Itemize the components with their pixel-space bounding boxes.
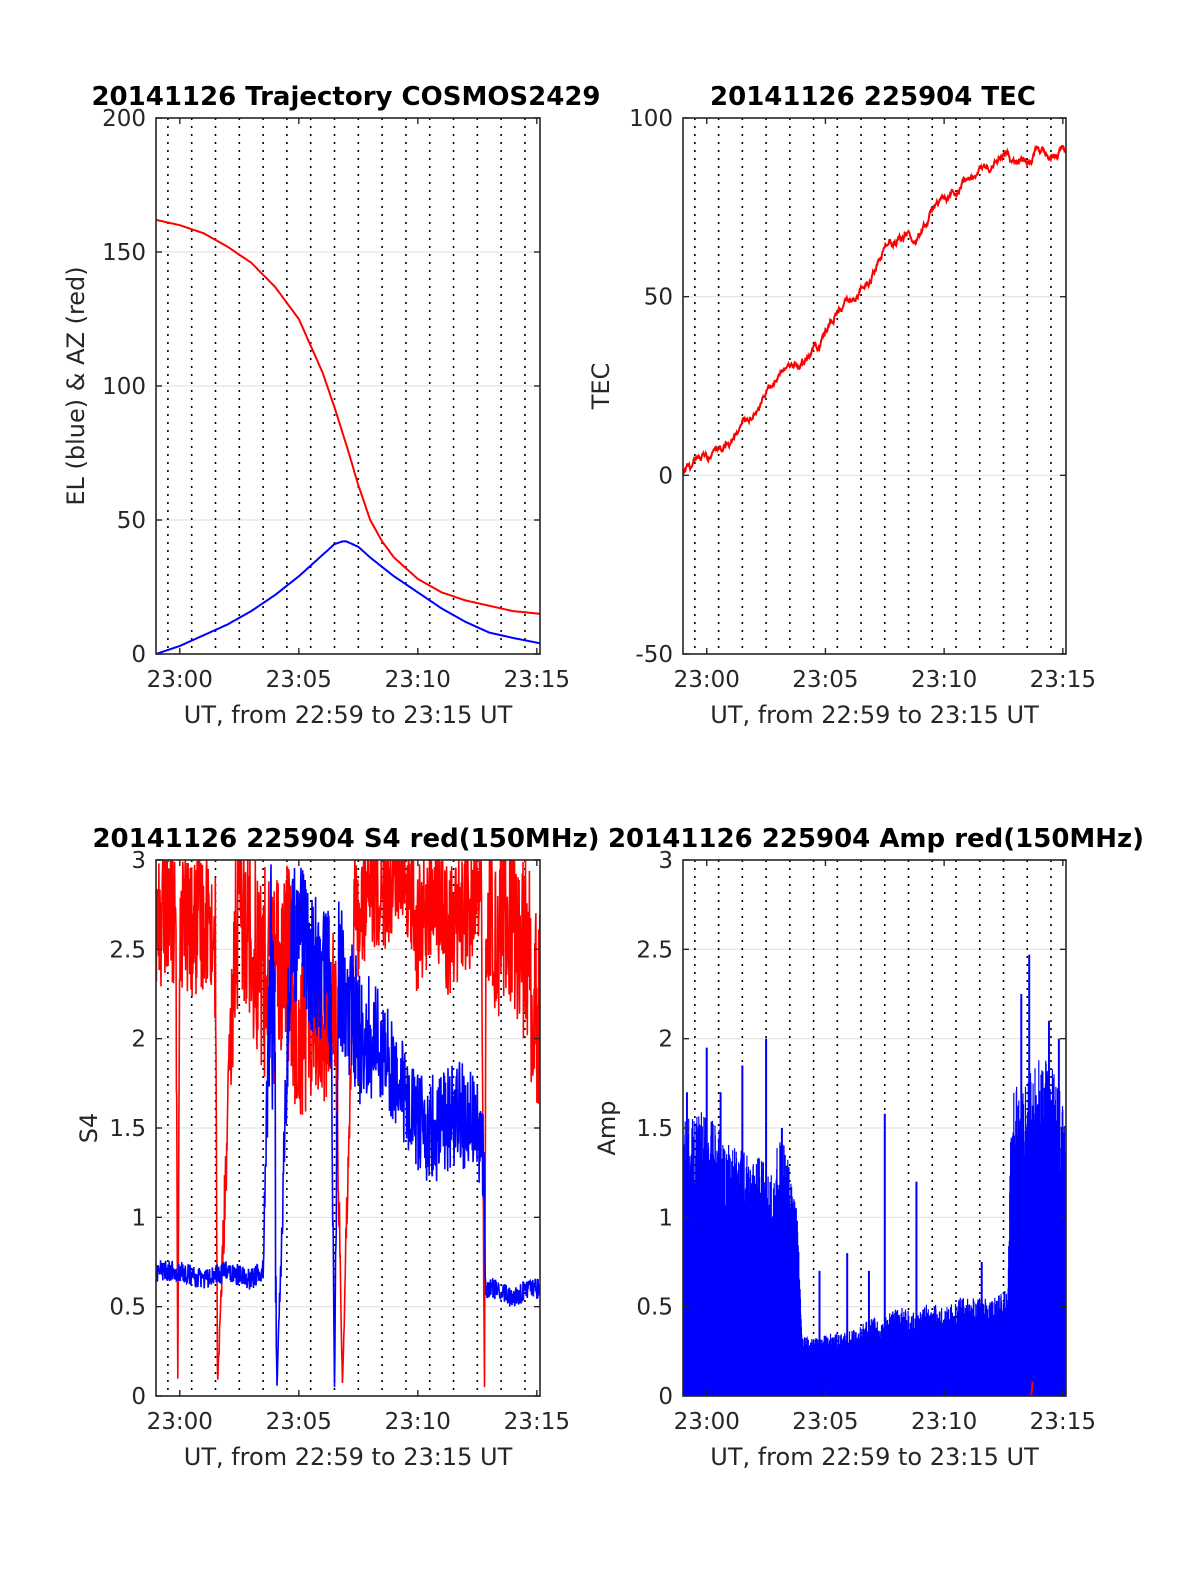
x-tick-label: 23:10: [385, 667, 451, 693]
x-tick-label: 23:00: [147, 667, 213, 693]
x-tick-label: 23:15: [1030, 667, 1096, 693]
y-tick-label: 150: [102, 240, 146, 266]
y-tick-label: 2.5: [109, 937, 146, 963]
y-tick-label: 200: [102, 106, 146, 132]
x-tick-label: 23:00: [674, 667, 740, 693]
blue-series-line: [156, 864, 540, 1388]
x-tick-label: 23:10: [911, 667, 977, 693]
amp-red-trace: [1030, 1381, 1034, 1396]
y-tick-label: 1: [131, 1205, 146, 1231]
red-series-line: [683, 145, 1066, 475]
x-tick-label: 23:05: [792, 667, 858, 693]
y-tick-label: 1.5: [109, 1116, 146, 1142]
y-axis-label: Amp: [593, 1100, 621, 1155]
x-tick-label: 23:05: [792, 1409, 858, 1435]
plot-area: [683, 118, 1066, 654]
y-tick-label: 2: [658, 1027, 673, 1053]
chart-title: 20141126 225904 S4 red(150MHz): [92, 824, 599, 854]
y-tick-label: 100: [102, 374, 146, 400]
x-tick-label: 23:15: [504, 1409, 570, 1435]
y-tick-label: 0: [131, 642, 146, 668]
x-tick-label: 23:05: [266, 667, 332, 693]
red-series-line: [156, 218, 540, 615]
y-tick-label: 100: [629, 106, 673, 132]
y-tick-label: 2: [131, 1027, 146, 1053]
chart-title: 20141126 Trajectory COSMOS2429: [91, 82, 600, 112]
y-tick-label: 0: [131, 1384, 146, 1410]
x-axis-label: UT, from 22:59 to 23:15 UT: [710, 701, 1039, 729]
y-axis-label: TEC: [587, 363, 615, 411]
trajectory-panel: 0 50 100 150 200 23:00 23:05 23:10 23:15 20141126…: [62, 82, 601, 729]
s4-panel: 0 0.5 1 1.5 2 2.5 3 23:00 23:05 23:10 23:15 2014112…: [75, 824, 600, 1471]
y-tick-label: 50: [644, 285, 673, 311]
series-group: [683, 954, 1066, 1396]
series-group: [156, 218, 540, 654]
y-tick-label: 0: [658, 463, 673, 489]
chart-title: 20141126 225904 Amp red(150MHz): [608, 824, 1144, 854]
x-tick-label: 23:15: [1030, 1409, 1096, 1435]
y-tick-label: 0: [658, 1384, 673, 1410]
amp-panel: 0 0.5 1 1.5 2 2.5 3 23:00 23:05 23:10 23:15 2014112…: [593, 824, 1144, 1471]
y-tick-label: 1: [658, 1205, 673, 1231]
y-tick-label: 0.5: [636, 1295, 673, 1321]
x-axis-label: UT, from 22:59 to 23:15 UT: [710, 1443, 1039, 1471]
y-tick-label: 2.5: [636, 937, 673, 963]
x-axis-label: UT, from 22:59 to 23:15 UT: [184, 701, 513, 729]
x-axis-label: UT, from 22:59 to 23:15 UT: [184, 1443, 513, 1471]
red-series-line: [156, 860, 540, 1388]
x-tick-label: 23:10: [385, 1409, 451, 1435]
axes-frame: [682, 117, 1067, 655]
y-axis-label: S4: [75, 1113, 103, 1144]
y-tick-label: -50: [635, 642, 673, 668]
x-tick-label: 23:10: [911, 1409, 977, 1435]
y-tick-label: 1.5: [636, 1116, 673, 1142]
blue-series-line: [156, 540, 540, 654]
chart-title: 20141126 225904 TEC: [710, 82, 1036, 112]
tec-panel: -50 0 50 100 23:00 23:05 23:10 23:15 20141126 22…: [587, 82, 1096, 729]
y-tick-label: 50: [117, 508, 146, 534]
x-tick-label: 23:15: [504, 667, 570, 693]
series-group: [683, 145, 1066, 475]
x-tick-label: 23:00: [674, 1409, 740, 1435]
y-tick-label: 0.5: [109, 1295, 146, 1321]
y-tick-label: 3: [131, 848, 146, 874]
y-axis-label: EL (blue) & AZ (red): [62, 266, 90, 505]
x-tick-label: 23:05: [266, 1409, 332, 1435]
y-tick-label: 3: [658, 848, 673, 874]
x-tick-label: 23:00: [147, 1409, 213, 1435]
series-group: [156, 860, 540, 1388]
